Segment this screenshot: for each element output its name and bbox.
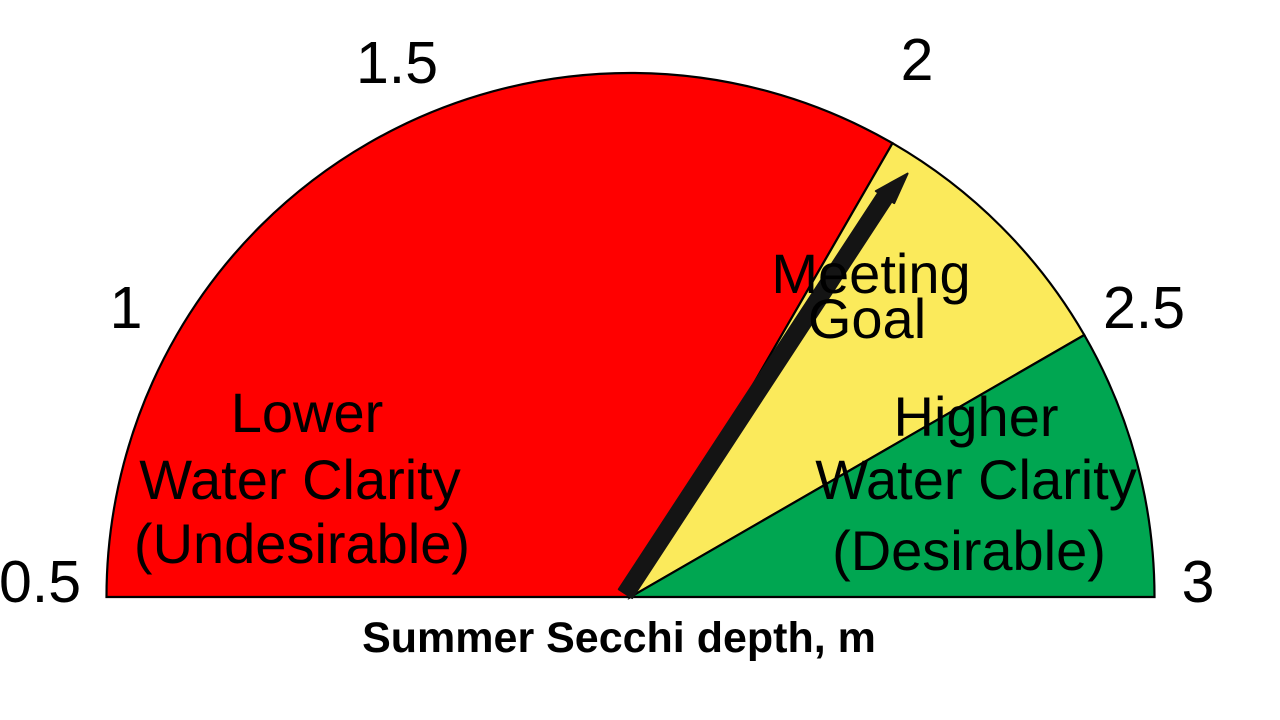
svg-text:1.5: 1.5	[356, 30, 438, 96]
svg-text:(Undesirable): (Undesirable)	[134, 512, 470, 575]
svg-text:3: 3	[1182, 549, 1215, 615]
svg-text:Summer Secchi depth, m: Summer Secchi depth, m	[362, 614, 876, 662]
svg-text:2: 2	[901, 27, 934, 93]
svg-text:Water Clarity: Water Clarity	[139, 448, 461, 511]
svg-text:Water Clarity: Water Clarity	[815, 448, 1137, 511]
svg-text:Higher: Higher	[894, 385, 1059, 448]
svg-text:0.5: 0.5	[0, 549, 81, 615]
svg-text:(Desirable): (Desirable)	[832, 519, 1106, 582]
svg-text:2.5: 2.5	[1103, 275, 1185, 341]
svg-text:1: 1	[110, 275, 143, 341]
svg-text:Goal: Goal	[808, 287, 926, 350]
svg-text:Lower: Lower	[231, 381, 384, 444]
